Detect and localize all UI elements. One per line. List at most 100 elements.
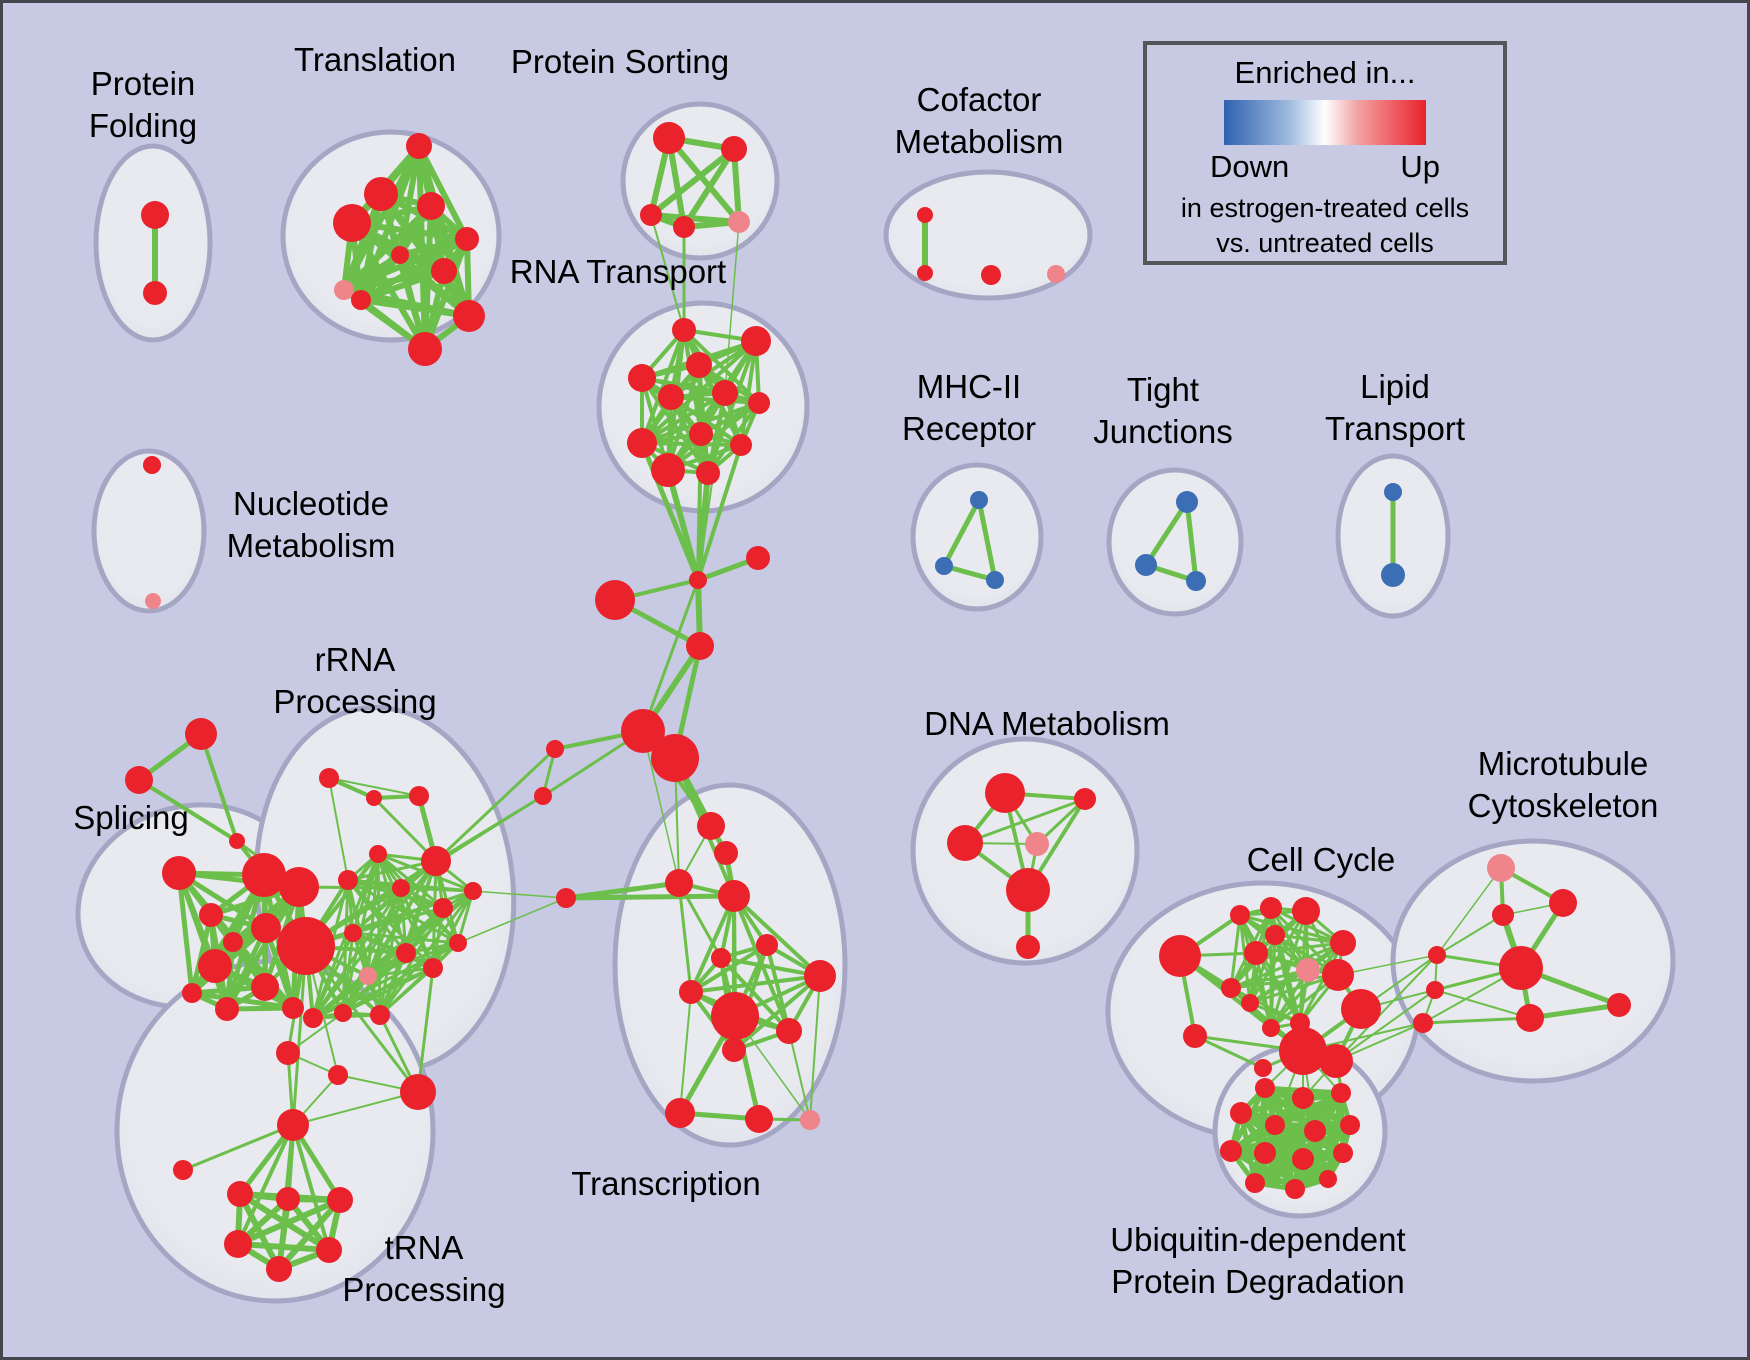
node-r1: [319, 768, 339, 788]
cluster-label-trna-processing-line1: tRNA: [385, 1229, 464, 1266]
edge-r7-r15: [399, 886, 460, 945]
edge-tx7-tx12: [679, 991, 692, 1114]
node-c2: [746, 546, 770, 570]
node-d4: [1025, 832, 1049, 856]
node-r12: [359, 967, 377, 985]
node-rt10: [627, 428, 657, 458]
node-tx11: [722, 1038, 746, 1062]
edge-cc16-cc18: [1269, 906, 1345, 945]
node-tx2: [714, 841, 738, 865]
edge-cn1-r9: [472, 890, 567, 899]
edge-tr4-tr8: [341, 203, 434, 293]
node-m6: [1607, 993, 1631, 1017]
node-tr6: [391, 246, 409, 264]
node-tx5: [756, 934, 778, 956]
edge-t6-t7: [235, 1241, 332, 1253]
edge-c7-r5: [434, 747, 557, 863]
node-tx12: [665, 1098, 695, 1128]
node-cc15: [1254, 1059, 1272, 1077]
cluster-ellipse-nucleotide-metabolism: [91, 448, 207, 614]
node-tx6: [711, 948, 731, 968]
edge-d2-d3: [963, 797, 1087, 845]
edge-m1-m7: [1436, 867, 1502, 956]
edge-ps3-rt1: [650, 214, 685, 331]
edge-ps1-ps5: [666, 135, 742, 225]
node-r21: [400, 1074, 436, 1110]
edge-m3-m7: [1436, 914, 1504, 956]
node-cn1: [556, 888, 576, 908]
edge-s2-s3: [137, 778, 239, 843]
node-tr10: [453, 300, 485, 332]
cluster-label-cofactor-metabolism-line1: Cofactor: [917, 81, 1042, 118]
cluster-ellipse-dna-metabolism: [910, 736, 1140, 966]
node-s2: [125, 766, 153, 794]
node-u8: [1220, 1140, 1242, 1162]
node-r11: [344, 924, 362, 942]
cluster-label-mhc-ii-receptor-line2: Receptor: [902, 410, 1036, 447]
edge-tr1-tr5: [416, 143, 470, 242]
node-rt9: [730, 434, 752, 456]
edge-t5-t6: [235, 1197, 343, 1247]
node-tj1: [1176, 491, 1198, 513]
edge-s7-s13: [189, 912, 214, 996]
node-nm1: [143, 456, 161, 474]
edge-ps2-ps4: [681, 146, 737, 230]
legend-down-label: Down: [1210, 149, 1290, 184]
node-s8: [251, 913, 281, 943]
node-r2: [366, 790, 382, 806]
node-c6: [651, 734, 699, 782]
node-cc5: [1230, 905, 1250, 925]
node-r17: [334, 1004, 352, 1022]
node-t7: [316, 1237, 342, 1263]
node-cf4: [1047, 265, 1065, 283]
edge-ps2-ps3: [648, 146, 737, 218]
legend-title: Enriched in...: [1234, 55, 1416, 90]
edge-rt6-c1: [697, 392, 726, 581]
edge-tx3-tx6: [677, 881, 723, 960]
node-s3: [229, 833, 245, 849]
node-tx10: [776, 1018, 802, 1044]
node-u14: [1319, 1170, 1337, 1188]
node-lt1: [1384, 483, 1402, 501]
node-pf2: [143, 281, 167, 305]
node-cc8: [1341, 989, 1381, 1029]
edge-tx5-tx10: [765, 943, 791, 1033]
node-m7: [1428, 946, 1446, 964]
node-t3: [227, 1181, 253, 1207]
cluster-label-ubiquitin-degradation-line2: Protein Degradation: [1111, 1263, 1405, 1300]
node-s10: [198, 949, 232, 983]
legend-caption-line2: vs. untreated cells: [1216, 228, 1434, 258]
node-t5: [327, 1187, 353, 1213]
edge-s4-s13: [176, 870, 195, 996]
node-rt6: [712, 380, 738, 406]
node-pf1: [141, 201, 169, 229]
node-tr8: [334, 280, 354, 300]
node-r6: [338, 870, 358, 890]
node-tr1: [406, 133, 432, 159]
cluster-label-microtubule-cytoskeleton-line2: Cytoskeleton: [1468, 787, 1659, 824]
edge-r9-r15: [456, 889, 475, 945]
node-tx1: [697, 812, 725, 840]
node-t1: [277, 1109, 309, 1141]
edge-r13-r18: [311, 951, 408, 1020]
edge-rt1-rt10: [640, 328, 686, 445]
edge-rt8-c1: [696, 432, 703, 582]
node-tr5: [455, 227, 479, 251]
edge-cc10-cc18: [1269, 941, 1345, 1030]
node-cc4: [1296, 958, 1320, 982]
node-rt1: [672, 318, 696, 342]
edge-tx3-tx7: [677, 881, 693, 994]
node-tx13: [745, 1105, 773, 1133]
node-r9: [464, 882, 482, 900]
node-cf2: [917, 265, 933, 281]
edge-cn1-r15: [457, 897, 567, 944]
cluster-label-microtubule-cytoskeleton-line1: Microtubule: [1478, 745, 1649, 782]
node-rt5: [658, 384, 684, 410]
node-cc2: [1183, 1024, 1207, 1048]
node-ps4: [673, 216, 695, 238]
edge-t1-t6: [236, 1123, 295, 1246]
cluster-label-cofactor-metabolism-line2: Metabolism: [895, 123, 1064, 160]
edge-r7-r9: [399, 886, 475, 893]
node-t6: [224, 1230, 252, 1258]
